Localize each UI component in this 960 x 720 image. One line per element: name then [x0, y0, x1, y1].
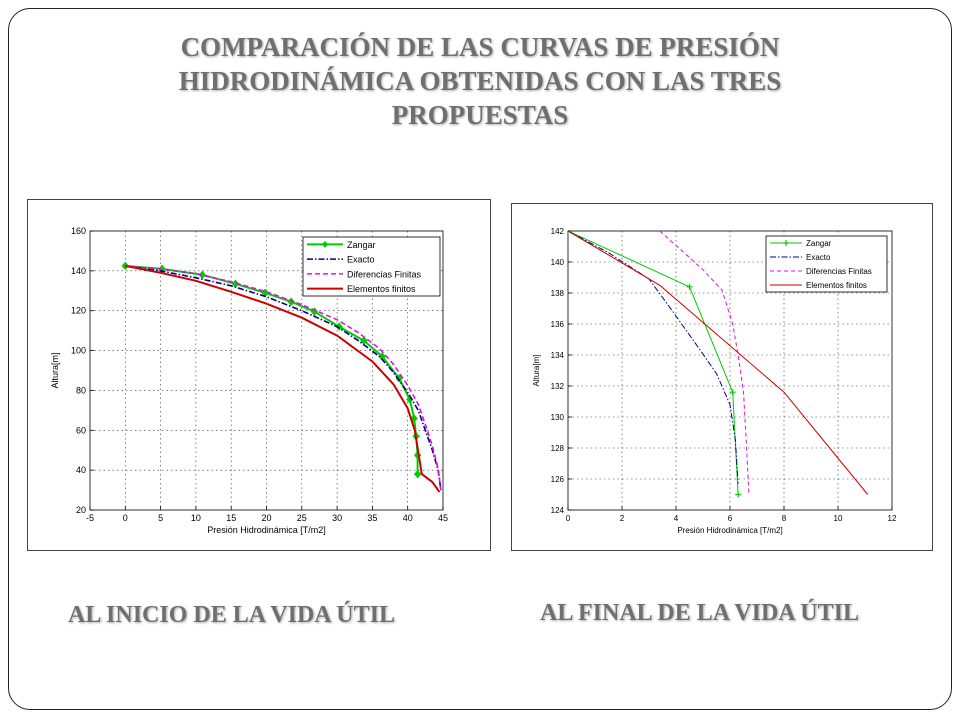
x-tick-label: 25: [297, 513, 307, 523]
legend-label-elementos-finitos: Elementos finitos: [347, 284, 416, 294]
legend-marker-zangar: [783, 240, 789, 246]
y-tick-label: 128: [551, 444, 565, 453]
x-tick-label: 35: [367, 513, 377, 523]
data-point-zangar: [121, 261, 129, 271]
title-line-1: COMPARACIÓN DE LAS CURVAS DE PRESIÓN: [180, 32, 780, 62]
x-tick-label: 0: [123, 513, 128, 523]
data-point-zangar: [198, 270, 206, 280]
x-tick-label: 15: [226, 513, 236, 523]
series-line-exacto: [125, 265, 442, 491]
y-tick-label: 134: [551, 351, 565, 360]
x-tick-label: 5: [158, 513, 163, 523]
data-point-zangar: [686, 283, 693, 290]
y-tick-label: 160: [71, 226, 86, 236]
title-line-3: PROPUESTAS: [391, 100, 569, 130]
y-tick-label: 140: [551, 258, 565, 267]
legend-label-exacto: Exacto: [347, 255, 375, 265]
x-tick-label: 8: [782, 514, 787, 523]
data-point-zangar: [729, 389, 736, 396]
plot-area: [568, 231, 869, 498]
slide-title: COMPARACIÓN DE LAS CURVAS DE PRESIÓN HID…: [60, 30, 900, 132]
caption-initial-life: AL INICIO DE LA VIDA ÚTIL: [68, 602, 395, 628]
y-tick-label: 142: [551, 227, 565, 236]
x-tick-label: 20: [261, 513, 271, 523]
legend-label-zangar: Zangar: [806, 239, 832, 248]
series-line-elementos-finitos: [568, 231, 869, 495]
x-tick-label: 0: [566, 514, 571, 523]
y-tick-label: 130: [551, 413, 565, 422]
series-line-diferencias-finitas: [659, 231, 750, 495]
y-tick-label: 140: [71, 266, 86, 276]
legend-label-elementos-finitos: Elementos finitos: [806, 281, 867, 290]
plot-area: [121, 261, 442, 493]
y-axis-label: Altura[m]: [50, 352, 60, 388]
y-tick-label: 80: [76, 385, 86, 395]
x-tick-label: 10: [191, 513, 201, 523]
data-point-zangar: [410, 414, 418, 423]
y-tick-label: 20: [76, 505, 86, 515]
x-axis-label: Presión Hidrodinámica [T/m2]: [207, 525, 326, 535]
x-tick-label: -5: [86, 513, 94, 523]
legend-marker-zangar: [322, 240, 328, 248]
x-tick-label: 4: [674, 514, 679, 523]
series-line-zangar: [125, 264, 419, 475]
y-tick-label: 126: [551, 475, 565, 484]
y-tick-label: 138: [551, 289, 565, 298]
chart-initial-life: -5 0 5 10 15 20 25 30 35 40 45 20 40 60 80 100 120 140 160…: [50, 226, 448, 535]
caption-final-life: AL FINAL DE LA VIDA ÚTIL: [540, 600, 859, 626]
chart-final-life: 0 2 4 6 8 10 12 124 126 128 130 132 134 136 138 140 142 P…: [532, 227, 897, 535]
legend-label-zangar: Zangar: [347, 240, 376, 250]
y-tick-label: 40: [76, 465, 86, 475]
x-axis-label: Presión Hidrodinámica [T/m2]: [677, 526, 782, 535]
x-tick-label: 45: [438, 513, 448, 523]
y-tick-label: 132: [551, 382, 565, 391]
y-tick-label: 120: [71, 306, 86, 316]
series-line-zangar: [568, 231, 739, 495]
x-tick-label: 10: [834, 514, 843, 523]
x-tick-label: 30: [332, 513, 342, 523]
x-tick-label: 12: [888, 514, 897, 523]
legend-label-diferencias-finitas: Diferencias Finitas: [347, 269, 422, 279]
legend-label-exacto: Exacto: [806, 253, 831, 262]
x-tick-label: 40: [403, 513, 413, 523]
data-point-zangar: [335, 322, 343, 331]
x-tick-label: 6: [728, 514, 733, 523]
title-line-2: HIDRODINÁMICA OBTENIDAS CON LAS TRES: [178, 66, 782, 96]
series-line-diferencias-finitas: [125, 265, 442, 491]
y-tick-label: 136: [551, 320, 565, 329]
series-line-exacto: [568, 231, 739, 484]
x-tick-label: 2: [620, 514, 625, 523]
legend: Zangar Exacto Diferencias Finitas Elementos…: [302, 236, 441, 297]
y-tick-label: 100: [71, 346, 86, 356]
slide-frame: [8, 8, 952, 710]
data-point-zangar: [735, 491, 742, 498]
y-tick-label: 124: [551, 506, 565, 515]
chart-panel-initial: -5 0 5 10 15 20 25 30 35 40 45 20 40 60 80 100 120 140 160…: [27, 199, 491, 551]
chart-panel-final: 0 2 4 6 8 10 12 124 126 128 130 132 134 136 138 140 142 P…: [511, 203, 933, 551]
legend-label-diferencias-finitas: Diferencias Finitas: [806, 267, 872, 276]
y-axis-label: Altura[m]: [532, 354, 541, 386]
data-point-zangar: [413, 469, 422, 479]
series-line-elementos-finitos: [125, 264, 441, 493]
y-tick-label: 60: [76, 425, 86, 435]
legend: Zangar Exacto Diferencias Finitas Elementos…: [765, 235, 888, 293]
